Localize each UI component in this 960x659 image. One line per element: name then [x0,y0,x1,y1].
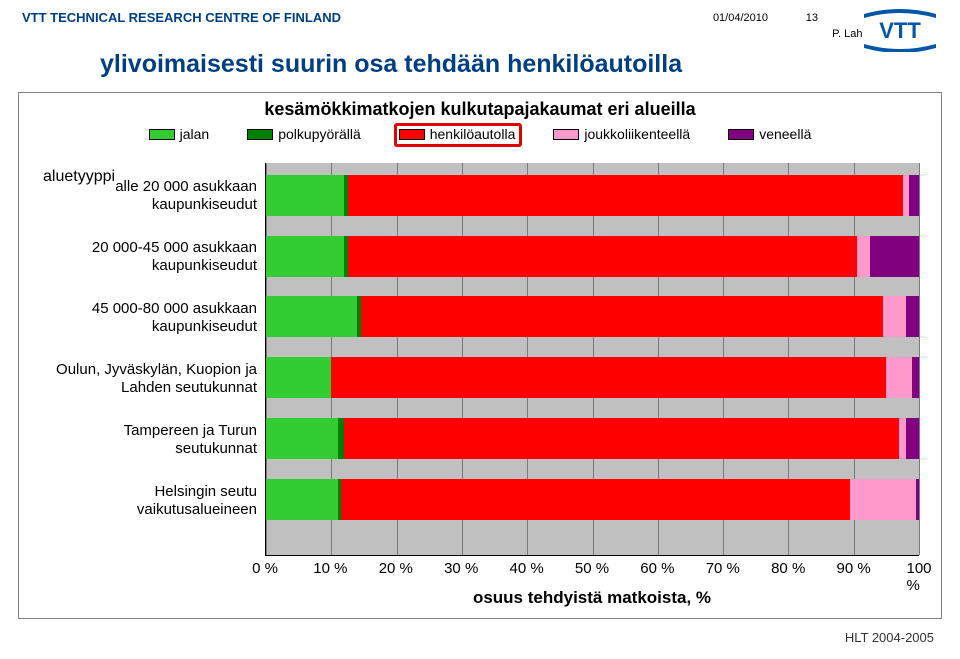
x-axis-ticks: 0 %10 %20 %30 %40 %50 %60 %70 %80 %90 %1… [265,560,919,580]
bar-segment [916,479,919,520]
legend-swatch [728,129,754,140]
x-axis-title: osuus tehdyistä matkoista, % [265,588,919,608]
bar-row [266,236,919,277]
x-tick: 90 % [836,560,870,577]
gridline [919,163,920,555]
bar-segment [886,357,912,398]
bar-segment [338,418,345,459]
bar-segment [331,357,886,398]
category-label: 45 000-80 000 asukkaankaupunkiseudut [31,300,257,336]
legend-item: polkupyörällä [247,126,361,142]
x-tick: 20 % [379,560,413,577]
vtt-logo: VTT [862,8,938,52]
bar-segment [899,418,906,459]
bar-segment [850,479,915,520]
bar-row [266,357,919,398]
bar-segment [909,175,919,216]
bar-segment [361,296,883,337]
category-label: Oulun, Jyväskylän, Kuopion jaLahden seut… [31,361,257,397]
x-tick: 10 % [313,560,347,577]
bar-segment [266,357,331,398]
slide-pagenum: 13 [806,12,818,24]
slide-title: ylivoimaisesti suurin osa tehdään henkil… [100,50,900,79]
legend-item: joukkoliikenteellä [553,126,690,142]
legend-swatch [149,129,175,140]
category-label: 20 000-45 000 asukkaankaupunkiseudut [31,239,257,275]
chart-plot-area [265,163,919,556]
legend-item: jalan [149,126,210,142]
bar-row [266,418,919,459]
bar-segment [906,418,919,459]
legend-swatch [247,129,273,140]
x-tick: 30 % [444,560,478,577]
bar-segment [857,236,870,277]
x-tick: 60 % [640,560,674,577]
bar-segment [266,296,357,337]
chart-frame: kesämökkimatkojen kulkutapajakaumat eri … [18,92,942,619]
bar-segment [906,296,919,337]
x-tick: 40 % [509,560,543,577]
x-tick: 50 % [575,560,609,577]
legend-item: veneellä [728,126,811,142]
category-label: Helsingin seutuvaikutusalueineen [31,483,257,519]
data-source: HLT 2004-2005 [845,630,934,645]
legend-swatch [553,129,579,140]
bar-segment [348,175,903,216]
svg-text:VTT: VTT [879,18,921,43]
category-label: Tampereen ja Turunseutukunnat [31,422,257,458]
bar-row [266,479,919,520]
x-tick: 80 % [771,560,805,577]
legend-highlight-box [394,123,523,147]
bar-segment [912,357,919,398]
bar-segment [870,236,919,277]
legend-label: veneellä [759,126,811,142]
bar-segment [883,296,906,337]
bar-segment [266,479,338,520]
bar-segment [266,175,344,216]
bar-segment [266,236,344,277]
bar-row [266,296,919,337]
chart-title: kesämökkimatkojen kulkutapajakaumat eri … [19,99,941,120]
bar-segment [341,479,850,520]
bar-segment [266,418,338,459]
x-tick: 0 % [252,560,278,577]
x-tick: 70 % [706,560,740,577]
bar-row [266,175,919,216]
bar-segment [348,236,857,277]
category-label: alle 20 000 asukkaankaupunkiseudut [31,178,257,214]
bar-segment [344,418,899,459]
org-name: VTT TECHNICAL RESEARCH CENTRE OF FINLAND [22,10,938,25]
legend-label: polkupyörällä [278,126,361,142]
legend-label: joukkoliikenteellä [584,126,690,142]
bar-segment [903,175,910,216]
slide-date: 01/04/2010 [713,12,768,24]
legend-label: jalan [180,126,210,142]
